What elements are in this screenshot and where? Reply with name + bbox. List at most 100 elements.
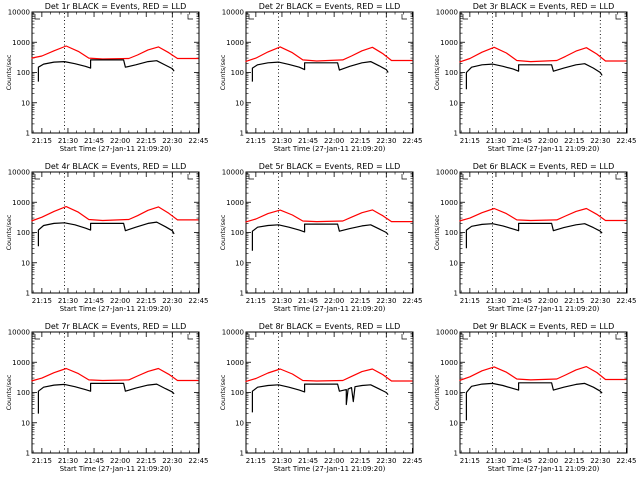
y-tick-label: 10000: [8, 9, 30, 17]
x-tick-label: 22:15: [564, 137, 584, 145]
x-tick-label: 22:45: [402, 457, 422, 465]
x-tick-label: 21:45: [512, 457, 532, 465]
x-tick-label: 21:30: [486, 297, 506, 305]
y-tick-label: 1: [240, 130, 244, 138]
x-tick-label: 22:00: [324, 137, 344, 145]
detector-panel-7: Det 7r BLACK = Events, RED = LLD 1 10 100 10…: [5, 322, 209, 473]
detector-panel-4: Det 4r BLACK = Events, RED = LLD 1 10 100 10…: [5, 162, 209, 313]
y-tick-label: 1000: [440, 359, 458, 367]
panel-title: Det 9r BLACK = Events, RED = LLD: [473, 322, 615, 331]
x-axis-label: Start Time (27-Jan-11 21:09:20): [60, 145, 172, 153]
x-tick-label: 22:00: [538, 297, 558, 305]
y-axis-label: Counts/sec: [433, 54, 441, 90]
x-tick-label: 21:45: [512, 297, 532, 305]
panel-title: Det 3r BLACK = Events, RED = LLD: [473, 2, 615, 11]
x-tick-label: 22:30: [590, 297, 610, 305]
detector-panel-3: Det 3r BLACK = Events, RED = LLD 1 10 100 10…: [433, 2, 637, 153]
events-series-line: [465, 63, 603, 90]
y-tick-label: 100: [231, 69, 244, 77]
y-tick-label: 10: [21, 419, 30, 427]
lld-series-line: [459, 207, 627, 222]
y-axis-label: Counts/sec: [5, 214, 13, 250]
x-axis-label: Start Time (27-Jan-11 21:09:20): [488, 145, 600, 153]
corner-marker: [187, 174, 193, 180]
y-axis-label: Counts/sec: [433, 214, 441, 250]
x-axis-label: Start Time (27-Jan-11 21:09:20): [60, 465, 172, 473]
x-tick-label: 21:45: [298, 457, 318, 465]
x-axis-label: Start Time (27-Jan-11 21:09:20): [488, 465, 600, 473]
y-axis-label: Counts/sec: [219, 374, 227, 410]
corner-marker: [462, 334, 468, 340]
y-tick-label: 10000: [436, 169, 458, 177]
panel-title: Det 2r BLACK = Events, RED = LLD: [259, 2, 401, 11]
y-tick-label: 10: [235, 99, 244, 107]
corner-marker: [34, 334, 40, 340]
x-tick-label: 22:30: [590, 457, 610, 465]
x-axis-label: Start Time (27-Jan-11 21:09:20): [274, 145, 386, 153]
x-tick-label: 22:15: [564, 297, 584, 305]
panel-title: Det 8r BLACK = Events, RED = LLD: [259, 322, 401, 331]
x-tick-label: 22:30: [162, 137, 182, 145]
x-tick-label: 22:15: [564, 457, 584, 465]
y-tick-label: 100: [17, 389, 30, 397]
corner-marker: [401, 14, 407, 20]
x-tick-label: 22:15: [136, 297, 156, 305]
panel-title: Det 7r BLACK = Events, RED = LLD: [45, 322, 187, 331]
y-tick-label: 1: [26, 290, 30, 298]
x-tick-label: 21:45: [84, 297, 104, 305]
y-tick-label: 1: [26, 130, 30, 138]
x-tick-label: 21:15: [32, 457, 52, 465]
lld-series-line: [459, 366, 627, 382]
y-tick-label: 100: [231, 389, 244, 397]
x-tick-label: 21:30: [272, 457, 292, 465]
x-tick-label: 21:30: [58, 457, 78, 465]
events-series-line: [37, 59, 175, 82]
y-tick-label: 100: [17, 229, 30, 237]
x-tick-label: 21:15: [246, 457, 266, 465]
lld-series-line: [245, 368, 413, 383]
lld-series-line: [31, 367, 199, 382]
events-series-line: [251, 60, 389, 82]
x-tick-label: 22:00: [110, 457, 130, 465]
corner-marker: [34, 14, 40, 20]
detector-panel-9: Det 9r BLACK = Events, RED = LLD 1 10 100 10…: [433, 322, 637, 473]
x-tick-label: 21:45: [512, 137, 532, 145]
y-tick-label: 10: [449, 259, 458, 267]
x-tick-label: 22:00: [324, 297, 344, 305]
x-tick-label: 22:30: [162, 457, 182, 465]
y-tick-label: 10000: [222, 329, 244, 337]
lld-series-line: [459, 46, 627, 63]
x-tick-label: 22:00: [538, 137, 558, 145]
x-axis-label: Start Time (27-Jan-11 21:09:20): [274, 305, 386, 313]
y-tick-label: 10000: [436, 329, 458, 337]
x-tick-label: 21:45: [298, 137, 318, 145]
panel-title: Det 6r BLACK = Events, RED = LLD: [473, 162, 615, 171]
x-tick-label: 21:30: [486, 137, 506, 145]
y-tick-label: 10: [21, 259, 30, 267]
x-tick-label: 21:30: [272, 297, 292, 305]
corner-marker: [248, 174, 254, 180]
y-axis-label: Counts/sec: [433, 374, 441, 410]
events-series-line: [251, 383, 389, 413]
x-tick-label: 22:45: [616, 457, 636, 465]
y-tick-label: 1: [454, 130, 458, 138]
detector-panel-1: Det 1r BLACK = Events, RED = LLD 1 10 100 10…: [5, 2, 209, 153]
y-tick-label: 100: [231, 229, 244, 237]
y-tick-label: 1: [240, 450, 244, 458]
x-tick-label: 22:45: [402, 137, 422, 145]
y-tick-label: 10000: [8, 329, 30, 337]
x-tick-label: 21:45: [84, 137, 104, 145]
y-tick-label: 1000: [12, 39, 30, 47]
panel-title: Det 4r BLACK = Events, RED = LLD: [45, 162, 187, 171]
x-tick-label: 21:45: [298, 297, 318, 305]
corner-marker: [187, 14, 193, 20]
lld-series-line: [245, 209, 413, 223]
lld-series-line: [31, 45, 199, 60]
x-tick-label: 22:45: [402, 297, 422, 305]
x-tick-label: 22:30: [590, 137, 610, 145]
corner-marker: [34, 174, 40, 180]
events-series-line: [465, 382, 603, 421]
x-tick-label: 21:30: [272, 137, 292, 145]
y-tick-label: 10000: [8, 169, 30, 177]
x-tick-label: 22:15: [350, 457, 370, 465]
